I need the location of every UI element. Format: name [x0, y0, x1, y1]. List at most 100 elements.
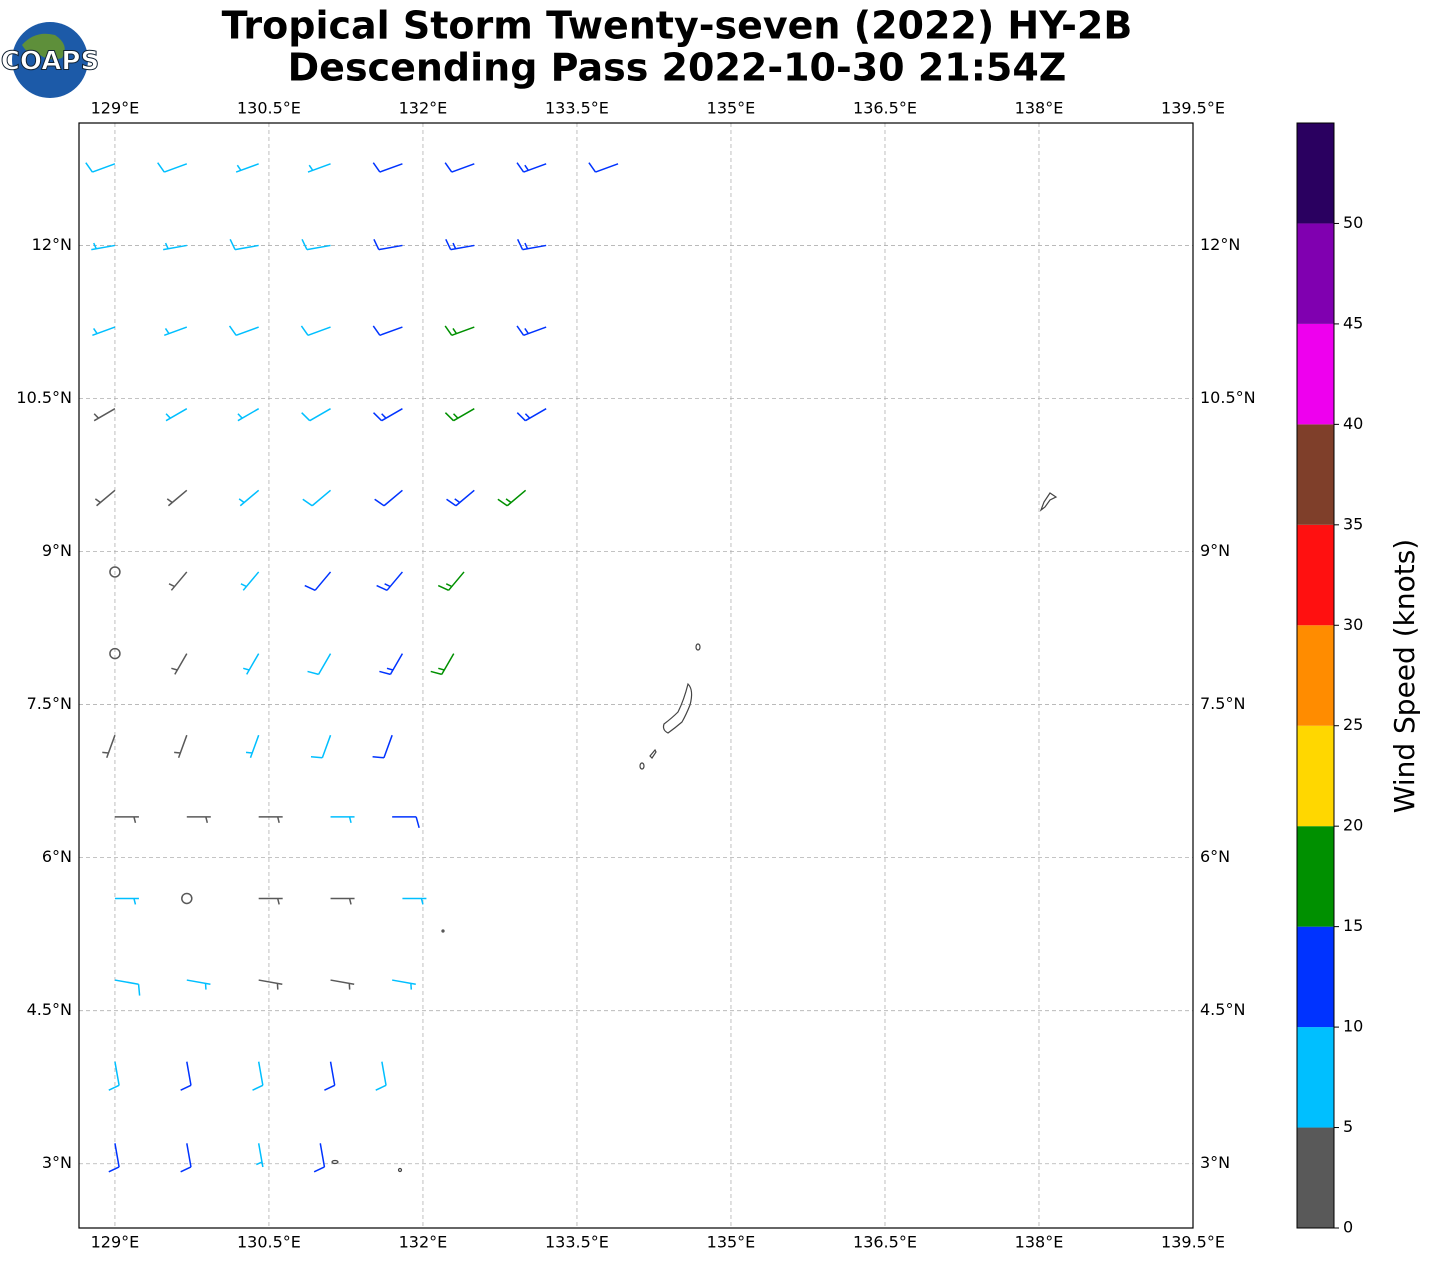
colorbar-tick-label: 15 [1343, 916, 1363, 935]
colorbar-segment [1297, 223, 1334, 324]
x-tick-label: 130.5°E [237, 1233, 301, 1252]
colorbar-tick-label: 25 [1343, 715, 1363, 734]
y-tick-label: 6°N [1200, 847, 1230, 866]
wind-barb [446, 489, 475, 507]
wind-barb [497, 489, 527, 507]
wind-barb [330, 897, 355, 905]
wind-barb [102, 734, 116, 758]
x-tick-label: 136.5°E [853, 99, 917, 118]
x-tick-label: 130.5°E [237, 99, 301, 118]
wind-barb [252, 1061, 264, 1091]
y-tick-label: 10.5°N [16, 388, 72, 407]
wind-barb [180, 1061, 192, 1091]
wind-barb [228, 325, 259, 336]
wind-barb [157, 162, 188, 173]
colorbar-tick-label: 5 [1343, 1117, 1353, 1136]
y-tick-label: 9°N [1200, 541, 1230, 560]
wind-barb [165, 408, 188, 422]
y-tick-label: 10.5°N [1200, 388, 1256, 407]
island [639, 762, 645, 770]
wind-barb [166, 489, 188, 507]
wind-barb [374, 489, 403, 507]
wind-barb [174, 734, 188, 758]
wind-barb [301, 238, 331, 251]
wind-barb [171, 653, 188, 675]
y-tick-label: 3°N [1200, 1153, 1230, 1172]
wind-barb [330, 816, 355, 823]
y-tick-label: 4.5°N [1200, 1000, 1245, 1019]
wind-barb [93, 408, 116, 422]
wind-barb [114, 897, 139, 905]
island [695, 643, 701, 651]
x-tick-label: 132°E [399, 99, 448, 118]
wind-barb [168, 571, 188, 591]
wind-barb [516, 162, 547, 173]
y-tick-label: 6°N [42, 847, 72, 866]
calm-marker [109, 566, 121, 578]
wind-barb [300, 325, 331, 336]
wind-barb [372, 325, 403, 336]
wind-barb [516, 408, 547, 422]
x-tick-label: 138°E [1015, 99, 1064, 118]
wind-barb [313, 1143, 326, 1173]
island [331, 1159, 339, 1165]
wind-barb [307, 653, 332, 676]
x-tick-label: 129°E [91, 99, 140, 118]
colorbar-tick-label: 30 [1343, 615, 1363, 634]
island [662, 682, 693, 734]
colorbar-tick-label: 50 [1343, 213, 1363, 232]
wind-barb [240, 571, 260, 591]
x-tick-label: 139.5°E [1161, 99, 1225, 118]
islands [331, 492, 1058, 1173]
island [441, 929, 445, 933]
colorbar-segment [1297, 424, 1334, 525]
y-tick-label: 12°N [1200, 235, 1240, 254]
wind-barb [108, 1143, 120, 1173]
colorbar-tick-label: 10 [1343, 1017, 1363, 1036]
wind-barb [588, 162, 619, 173]
wind-barb [85, 162, 116, 173]
wind-barb [304, 571, 332, 592]
island [397, 1167, 403, 1173]
wind-barb [444, 325, 475, 336]
colorbar-segment [1297, 1027, 1334, 1128]
colorbar-segment [1297, 1127, 1334, 1228]
plot-area [79, 123, 1194, 1228]
colorbar-tick-label: 45 [1343, 313, 1363, 332]
wind-barb [372, 734, 393, 759]
y-tick-label: 9°N [42, 541, 72, 560]
wind-barb [392, 816, 420, 829]
wind-barb [307, 163, 331, 173]
colorbar-segment [1297, 926, 1334, 1028]
logo-text: COAPS [1, 47, 99, 77]
x-tick-label: 133.5°E [545, 99, 609, 118]
chart-title: Tropical Storm Twenty-seven (2022) HY-2B [222, 4, 1133, 48]
wind-barb [238, 489, 260, 507]
y-tick-label: 3°N [42, 1153, 72, 1172]
colorbar-segment [1297, 123, 1334, 224]
colorbar-segment [1297, 826, 1334, 927]
x-tick-label: 139.5°E [1161, 1233, 1225, 1252]
x-tick-label: 133.5°E [545, 1233, 609, 1252]
colorbar-segment [1297, 725, 1334, 827]
chart-subtitle: Descending Pass 2022-10-30 21:54Z [288, 46, 1067, 90]
wind-barb [163, 242, 187, 251]
wind-barb [114, 979, 141, 996]
logo-land [22, 33, 65, 60]
x-tick-label: 129°E [91, 1233, 140, 1252]
colorbar-tick-label: 40 [1343, 414, 1363, 433]
logo: COAPS [0, 22, 100, 98]
wind-barb [186, 816, 211, 823]
wind-barb [375, 1061, 387, 1091]
wind-barb [402, 897, 427, 905]
x-tick-label: 136.5°E [853, 1233, 917, 1252]
colorbar-tick-label: 20 [1343, 816, 1363, 835]
wind-barb [114, 816, 139, 823]
colorbar: 0 5 10 15 20 25 30 35 40 45 50 Wind Speed (knots) [1296, 122, 1421, 1237]
wind-barb [302, 489, 332, 507]
wind-barb [186, 979, 211, 990]
island [649, 748, 657, 759]
wind-barb [229, 238, 259, 251]
wind-barb [243, 653, 260, 675]
colorbar-frame [1296, 122, 1335, 1229]
